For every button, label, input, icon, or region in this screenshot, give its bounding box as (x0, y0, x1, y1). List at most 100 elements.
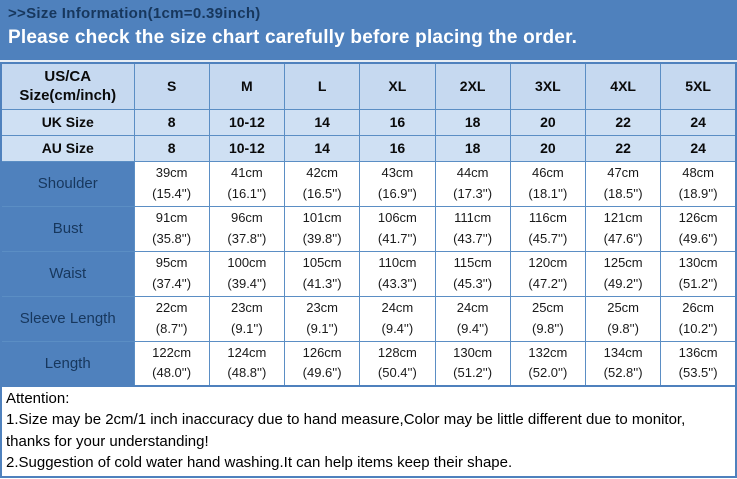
value-cm: 43cm (381, 165, 414, 181)
value-cm: 126cm (678, 210, 718, 226)
value-inch: (50.4'') (377, 365, 417, 381)
value-inch: (41.7'') (377, 230, 417, 246)
value-cm: 23cm (230, 300, 263, 316)
value-cm: 96cm (230, 210, 263, 226)
value-inch: (37.4'') (152, 275, 192, 291)
size-header-row: US/CA Size(cm/inch) S M L XL 2XL 3XL 4XL 5XL (0, 62, 737, 110)
value-inch: (41.3'') (302, 275, 342, 291)
value-cm: 91cm (155, 210, 188, 226)
measurement-row: Length 122cm (48.0'') 124cm (48.8'') 126cm (49… (0, 340, 737, 387)
attention-section: Attention: 1.Size may be 2cm/1 inch inac… (0, 387, 737, 479)
measurement-cell: 24cm (9.4'') (359, 295, 436, 342)
measurement-cell: 121cm (47.6'') (584, 205, 662, 252)
value-inch: (37.8'') (227, 230, 267, 246)
value-cm: 47cm (607, 165, 640, 181)
measurement-cell: 46cm (18.1'') (509, 160, 587, 207)
measurement-cell: 105cm (41.3'') (283, 250, 361, 297)
measurement-cell: 41cm (16.1'') (208, 160, 286, 207)
value-inch: (47.6'') (603, 230, 643, 246)
measurement-row: Sleeve Length 22cm (8.7'') 23cm (9.1'') 23cm (… (0, 295, 737, 342)
value-inch: (45.3'') (453, 275, 493, 291)
measurement-cell: 132cm (52.0'') (509, 340, 587, 387)
size-column-header: S (133, 62, 210, 110)
size-row-label: UK Size (0, 108, 135, 136)
value-inch: (16.5'') (302, 185, 342, 201)
attention-heading: Attention: (6, 390, 70, 407)
value-inch: (16.9'') (377, 185, 417, 201)
value-cm: 39cm (155, 165, 188, 181)
measurement-cell: 44cm (17.3'') (434, 160, 511, 207)
attention-line: thanks for your understanding! (6, 432, 209, 450)
header-banner: >>Size Information(1cm=0.39inch) Please … (0, 0, 737, 62)
value-cm: 25cm (607, 300, 640, 316)
measurement-cell: 136cm (53.5'') (660, 340, 737, 387)
measurement-cell: 23cm (9.1'') (208, 295, 286, 342)
value-inch: (9.4'') (456, 320, 489, 336)
measurement-cell: 116cm (45.7'') (509, 205, 587, 252)
measurement-cell: 48cm (18.9'') (660, 160, 737, 207)
value-inch: (49.6'') (302, 365, 342, 381)
measurement-cell: 115cm (45.3'') (434, 250, 511, 297)
size-column-header: 3XL (509, 62, 587, 110)
value-cm: 41cm (230, 165, 263, 181)
value-cm: 24cm (456, 300, 489, 316)
value-inch: (8.7'') (155, 320, 188, 336)
measurement-cell: 125cm (49.2'') (584, 250, 662, 297)
value-cm: 101cm (302, 210, 342, 226)
size-value-cell: 18 (434, 108, 511, 136)
value-inch: (47.2'') (528, 275, 568, 291)
size-value-cell: 16 (359, 134, 436, 162)
size-column-header: 4XL (584, 62, 662, 110)
measurement-cell: 122cm (48.0'') (133, 340, 210, 387)
value-cm: 48cm (682, 165, 715, 181)
value-cm: 25cm (531, 300, 564, 316)
size-column-header: M (208, 62, 286, 110)
measurement-cell: 91cm (35.8'') (133, 205, 210, 252)
value-cm: 136cm (678, 345, 718, 361)
value-cm: 100cm (227, 255, 267, 271)
size-value-cell: 8 (133, 134, 210, 162)
value-inch: (49.2'') (603, 275, 643, 291)
value-inch: (52.0'') (528, 365, 568, 381)
size-value-cell: 10-12 (208, 134, 286, 162)
value-cm: 124cm (227, 345, 267, 361)
value-inch: (9.8'') (532, 320, 564, 336)
measurement-cell: 126cm (49.6'') (660, 205, 737, 252)
value-cm: 24cm (381, 300, 414, 316)
measurement-row: Shoulder 39cm (15.4'') 41cm (16.1'') 42cm (16.… (0, 160, 737, 207)
value-cm: 116cm (528, 210, 567, 226)
measurement-row: Bust 91cm (35.8'') 96cm (37.8'') 101cm (39.8''… (0, 205, 737, 252)
measurement-cell: 110cm (43.3'') (359, 250, 436, 297)
measurement-cell: 42cm (16.5'') (283, 160, 361, 207)
measurement-row: Waist 95cm (37.4'') 100cm (39.4'') 105cm (41.3… (0, 250, 737, 297)
measurement-cell: 134cm (52.8'') (584, 340, 662, 387)
value-cm: 125cm (603, 255, 643, 271)
value-inch: (45.7'') (528, 230, 568, 246)
measurement-label: Waist (0, 250, 135, 297)
size-value-cell: 14 (283, 134, 361, 162)
value-inch: (9.4'') (381, 320, 414, 336)
measurement-cell: 25cm (9.8'') (509, 295, 587, 342)
size-chart-table: US/CA Size(cm/inch) S M L XL 2XL 3XL 4XL 5XL UK S… (0, 62, 737, 387)
value-cm: 115cm (453, 255, 492, 271)
attention-notes: 1.Size may be 2cm/1 inch inaccuracy due … (6, 409, 731, 473)
measurement-cell: 26cm (10.2'') (660, 295, 737, 342)
value-cm: 132cm (528, 345, 568, 361)
measurement-label: Length (0, 340, 135, 387)
value-inch: (9.1'') (306, 320, 338, 336)
measurement-cell: 100cm (39.4'') (208, 250, 286, 297)
size-value-cell: 20 (509, 134, 587, 162)
value-cm: 128cm (377, 345, 417, 361)
size-row-label: AU Size (0, 134, 135, 162)
size-column-header: L (283, 62, 361, 110)
value-inch: (53.5'') (678, 365, 718, 381)
measurement-cell: 47cm (18.5'') (584, 160, 662, 207)
attention-line: 2.Suggestion of cold water hand washing.… (6, 453, 513, 471)
value-inch: (43.3'') (377, 275, 417, 291)
value-cm: 26cm (682, 300, 715, 316)
value-cm: 23cm (306, 300, 339, 316)
value-inch: (35.8'') (152, 230, 192, 246)
value-inch: (52.8'') (603, 365, 643, 381)
value-inch: (16.1'') (227, 185, 267, 201)
